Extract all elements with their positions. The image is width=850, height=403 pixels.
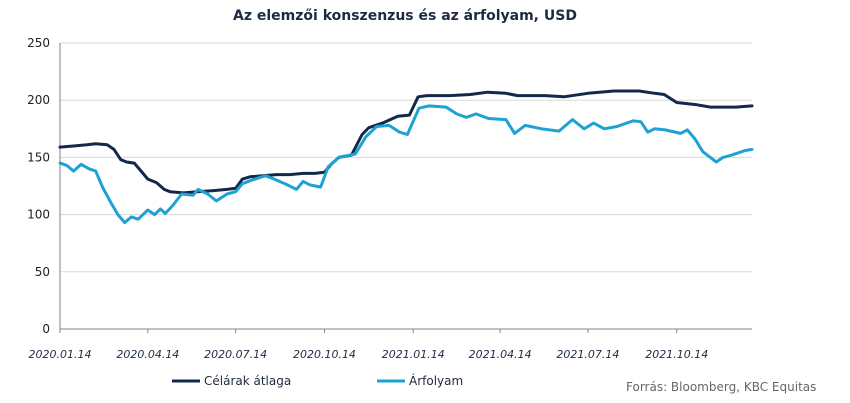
axes [59,43,752,330]
source-note: Forrás: Bloomberg, KBC Equitas [626,380,817,394]
y-axis-ticks: 0 50 100 150 200 250 [27,36,50,336]
x-tick-label: 2021.01.14 [382,348,445,361]
x-tick-label: 2020.07.14 [204,348,267,361]
legend-label-1: Célárak átlaga [204,374,291,388]
y-tick-label: 0 [42,322,50,336]
x-tick-label: 2021.10.14 [645,348,708,361]
x-tick-label: 2020.04.14 [116,348,179,361]
y-tick-label: 250 [27,36,50,50]
legend-label-2: Árfolyam [409,373,463,388]
legend: Célárak átlaga Árfolyam [172,373,463,388]
y-tick-label: 200 [27,93,50,107]
series-lines [58,89,754,225]
x-axis-ticks: 2020.01.14 2020.04.14 2020.07.14 2020.10.14… [29,329,708,361]
x-tick-label: 2020.01.14 [29,348,92,361]
x-tick-label: 2020.10.14 [293,348,356,361]
y-tick-label: 150 [27,150,50,164]
y-tick-label: 50 [35,265,50,279]
series-line-1 [58,89,754,195]
x-tick-label: 2021.04.14 [469,348,532,361]
series-line-2 [58,104,754,225]
y-tick-label: 100 [27,208,50,222]
chart-title: Az elemzői konszenzus és az árfolyam, US… [233,8,577,24]
grid-lines [60,42,752,273]
x-tick-label: 2021.07.14 [556,348,619,361]
